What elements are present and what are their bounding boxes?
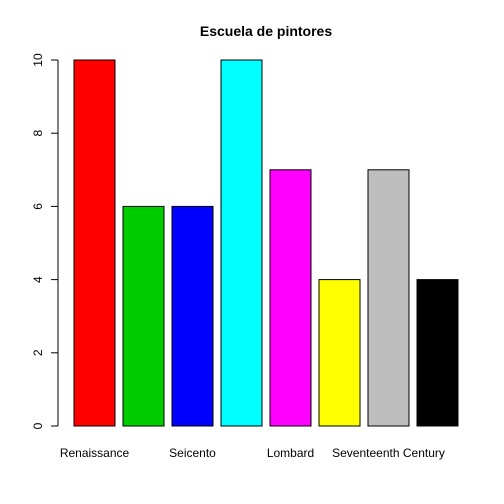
x-category-label: Seicento (169, 446, 216, 460)
bar-3 (171, 205, 214, 427)
y-tick-label: 0 (31, 422, 45, 429)
bar-6 (318, 279, 361, 427)
bar-5 (269, 169, 312, 427)
y-tick-label: 6 (31, 203, 45, 210)
y-tick-label: 2 (31, 349, 45, 356)
x-category-label: Renaissance (60, 446, 130, 460)
y-tick-label: 8 (31, 130, 45, 137)
y-axis: 0 2 4 6 8 10 (31, 53, 59, 429)
chart-title: Escuela de pintores (200, 23, 332, 39)
bar-7 (367, 169, 410, 427)
bar-2 (122, 205, 165, 427)
y-tick-label: 4 (31, 276, 45, 283)
x-axis-labels: Renaissance Seicento Lombard Seventeenth Ce… (60, 446, 445, 460)
bar-1 (73, 59, 116, 427)
x-category-label: Lombard (267, 446, 314, 460)
y-tick-label: 10 (31, 53, 45, 67)
bars (73, 59, 459, 427)
x-category-label: Seventeenth Century (332, 446, 445, 460)
bar-4 (220, 59, 263, 427)
bar-8 (416, 279, 459, 427)
